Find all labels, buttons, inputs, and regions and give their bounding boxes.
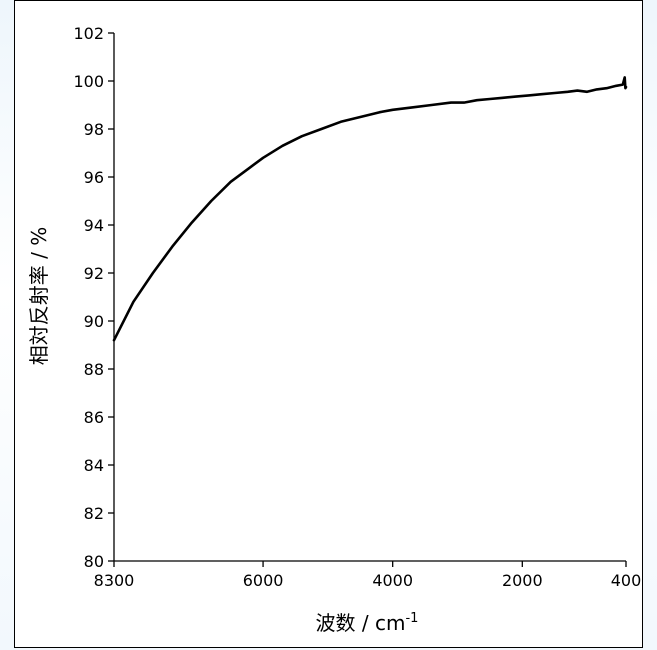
x-axis-title: 波数 / cm-1: [316, 611, 419, 635]
axes: [113, 33, 626, 562]
y-tick-label: 88: [84, 360, 104, 379]
y-tick-label: 98: [84, 120, 104, 139]
y-axis-ticks: 80 82 84 86 88 90 92 94 96 98 100 102: [73, 24, 114, 571]
x-tick-label: 400: [611, 571, 642, 590]
x-axis-ticks: 8300 6000 4000 2000 400: [94, 561, 642, 590]
x-tick-label: 6000: [243, 571, 284, 590]
y-tick-label: 100: [73, 72, 104, 91]
y-tick-label: 94: [84, 216, 104, 235]
x-tick-label: 2000: [502, 571, 543, 590]
y-tick-label: 84: [84, 456, 104, 475]
y-axis-title: 相対反射率 / %: [27, 227, 51, 365]
y-tick-label: 86: [84, 408, 104, 427]
series-line-0: [112, 76, 628, 342]
x-tick-label: 4000: [372, 571, 413, 590]
y-tick-label: 102: [73, 24, 104, 43]
y-tick-label: 80: [84, 552, 104, 571]
chart-frame: [14, 0, 643, 648]
y-tick-label: 96: [84, 168, 104, 187]
x-axis-title-superscript: -1: [405, 611, 418, 626]
y-tick-label: 90: [84, 312, 104, 331]
y-tick-label: 92: [84, 264, 104, 283]
series-group: [112, 76, 628, 342]
y-tick-label: 82: [84, 504, 104, 523]
x-tick-label: 8300: [94, 571, 135, 590]
x-axis-title-text: 波数 / cm: [316, 611, 406, 635]
